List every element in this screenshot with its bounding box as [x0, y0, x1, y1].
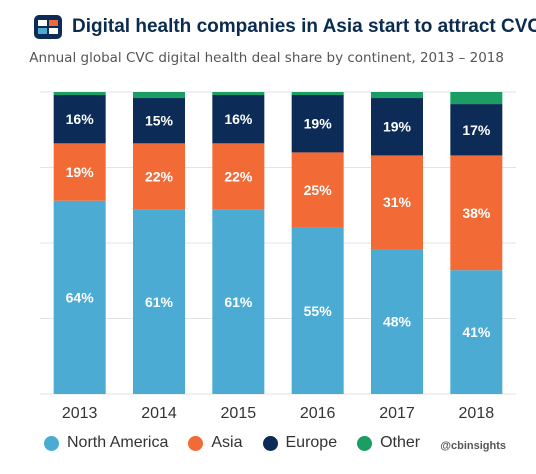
cb-insights-logo-icon	[34, 15, 62, 39]
bar-north-america-2016	[291, 227, 344, 394]
bar-north-america-2015	[212, 209, 265, 394]
data-label-north-america-2018: 41%	[462, 324, 491, 340]
legend-label-europe: Europe	[285, 434, 338, 451]
data-label-europe-2013: 16%	[66, 111, 95, 127]
x-tick-label-2018: 2018	[459, 405, 495, 422]
bar-other-2013	[53, 92, 106, 96]
bar-north-america-2014	[133, 209, 185, 394]
legend-swatch-asia	[188, 435, 204, 451]
bar-north-america-2013	[53, 200, 106, 394]
legend-label-other: Other	[380, 434, 421, 451]
legend-item-europe: Europe	[262, 434, 338, 452]
legend-label-asia: Asia	[211, 434, 243, 451]
bar-asia-2017	[371, 155, 423, 250]
data-label-asia-2016: 25%	[304, 182, 333, 198]
bar-europe-2015	[212, 95, 265, 144]
legend-item-asia: Asia	[188, 434, 243, 452]
data-label-europe-2015: 16%	[224, 111, 253, 127]
bar-asia-2013	[53, 143, 106, 201]
legend-swatch-other	[357, 435, 373, 451]
bar-europe-2014	[133, 98, 185, 144]
bar-asia-2016	[291, 152, 344, 228]
bar-other-2015	[212, 92, 265, 96]
data-label-north-america-2016: 55%	[304, 303, 333, 319]
chart-legend: North America Asia Europe Other	[44, 434, 440, 452]
x-tick-label-2014: 2014	[141, 405, 177, 422]
data-label-north-america-2014: 61%	[145, 294, 174, 310]
data-label-europe-2014: 15%	[145, 113, 174, 129]
legend-item-other: Other	[357, 434, 420, 452]
bar-europe-2018	[450, 104, 503, 156]
bar-europe-2017	[371, 98, 423, 156]
data-label-asia-2018: 38%	[462, 205, 491, 221]
bar-asia-2018	[450, 155, 503, 271]
data-label-asia-2013: 19%	[66, 164, 95, 180]
bar-europe-2016	[291, 95, 344, 153]
data-label-north-america-2017: 48%	[383, 314, 412, 330]
chart-header: Digital health companies in Asia start t…	[34, 10, 536, 44]
legend-swatch-europe	[262, 435, 278, 451]
bar-other-2018	[450, 92, 503, 105]
data-label-north-america-2015: 61%	[224, 294, 253, 310]
legend-item-north-america: North America	[44, 434, 168, 452]
bar-other-2014	[133, 92, 185, 99]
chart-title: Digital health companies in Asia start t…	[72, 16, 536, 37]
data-label-europe-2017: 19%	[383, 119, 412, 135]
data-label-asia-2017: 31%	[383, 194, 412, 210]
bar-other-2016	[291, 92, 344, 96]
bar-europe-2013	[53, 95, 106, 144]
x-tick-label-2015: 2015	[221, 405, 257, 422]
data-label-asia-2015: 22%	[224, 169, 253, 185]
bar-asia-2015	[212, 143, 265, 210]
bar-other-2017	[371, 92, 423, 99]
legend-label-north-america: North America	[67, 434, 169, 451]
cb-insights-watermark: @cbinsights	[440, 440, 506, 452]
x-tick-label-2017: 2017	[379, 405, 415, 422]
data-label-europe-2018: 17%	[462, 122, 491, 138]
bar-north-america-2017	[371, 249, 423, 394]
x-tick-label-2013: 2013	[62, 405, 98, 422]
legend-swatch-north-america	[44, 435, 59, 451]
data-label-north-america-2013: 64%	[66, 289, 95, 305]
bar-asia-2014	[133, 143, 185, 210]
data-label-asia-2014: 22%	[145, 169, 174, 185]
x-tick-label-2016: 2016	[300, 405, 336, 422]
bar-north-america-2018	[450, 270, 503, 394]
data-label-europe-2016: 19%	[304, 116, 333, 132]
chart-subtitle: Annual global CVC digital health deal sh…	[29, 50, 504, 66]
